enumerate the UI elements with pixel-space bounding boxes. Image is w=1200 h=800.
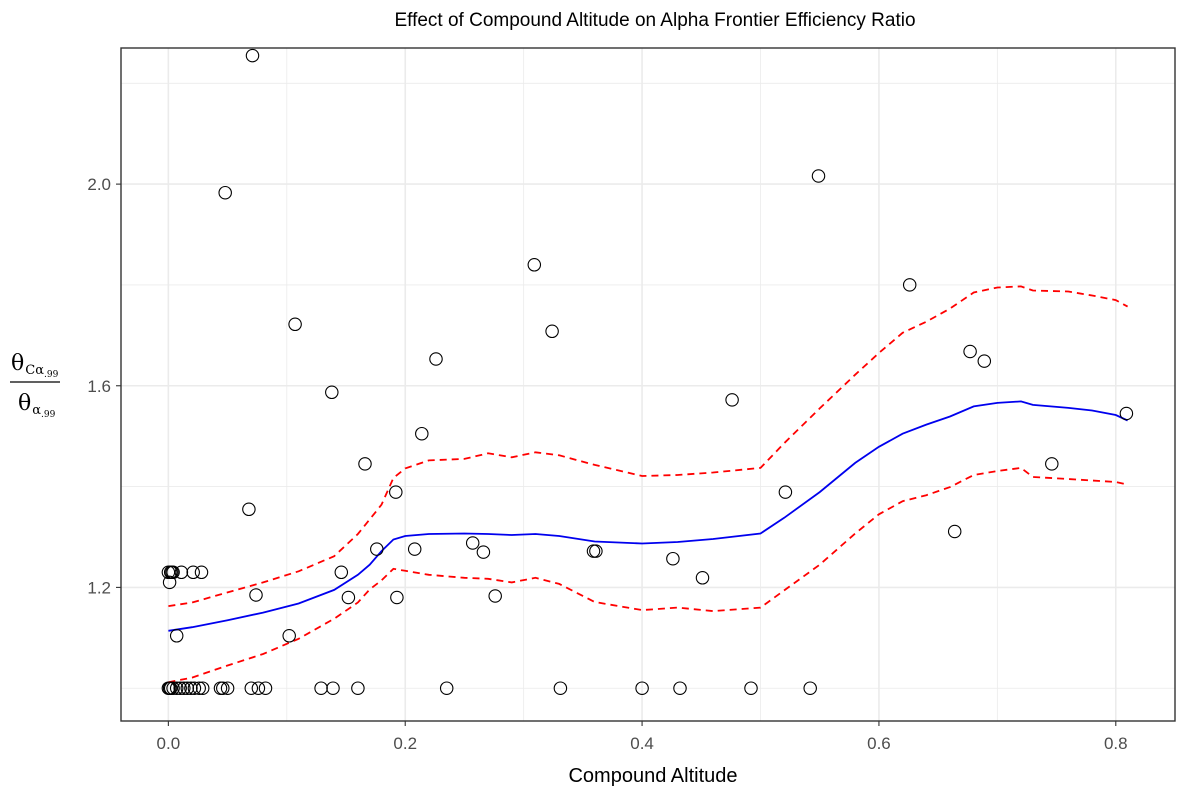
data-point-40: [488, 589, 502, 603]
data-point-63: [351, 681, 365, 695]
x-tick-label-1: 0.2: [393, 734, 417, 753]
y-label-denominator: θα.99: [18, 391, 56, 420]
data-point-20: [465, 536, 480, 550]
data-point-41: [169, 629, 184, 643]
grid-major: [121, 48, 1175, 721]
data-point-62: [326, 681, 340, 695]
data-point-58: [244, 681, 259, 695]
data-point-60: [258, 681, 273, 695]
x-axis-label: Compound Altitude: [568, 765, 737, 787]
data-point-22: [407, 542, 422, 556]
y-tick-label-1: 1.6: [87, 377, 111, 396]
data-point-25: [589, 544, 603, 558]
band-upper-line: [168, 285, 1129, 607]
data-point-54: [195, 681, 210, 695]
data-point-66: [635, 681, 649, 695]
data-point-59: [251, 681, 266, 695]
data-point-15: [1045, 457, 1059, 471]
data-point-31: [174, 565, 189, 580]
data-point-47: [169, 681, 184, 695]
x-tick-label-0: 0.0: [157, 734, 181, 753]
chart-title: Effect of Compound Altitude on Alpha Fro…: [394, 10, 915, 31]
data-point-48: [173, 681, 187, 695]
data-point-68: [744, 681, 758, 695]
data-point-18: [242, 502, 256, 517]
y-axis: 1.2 1.6 2.0: [87, 175, 121, 597]
data-point-13: [415, 426, 429, 441]
data-point-16: [389, 485, 403, 499]
data-point-37: [249, 588, 263, 602]
data-point-23: [476, 545, 491, 559]
confidence-band-upper: [168, 285, 1129, 607]
data-point-4: [902, 278, 917, 292]
y-tick-label-2: 2.0: [87, 175, 111, 194]
data-point-21: [370, 542, 384, 556]
data-point-19: [947, 524, 962, 539]
y-tick-label-0: 1.2: [87, 578, 111, 597]
data-point-7: [963, 344, 977, 359]
confidence-band-lower: [168, 466, 1128, 684]
data-point-39: [390, 590, 404, 605]
data-point-1: [218, 185, 232, 200]
scatter-points: [161, 48, 1134, 695]
data-point-42: [282, 629, 296, 643]
data-point-17: [778, 485, 793, 499]
data-point-3: [527, 258, 542, 272]
y-label-numerator: θCα.99: [11, 351, 59, 380]
data-point-12: [1119, 406, 1134, 421]
data-point-26: [666, 551, 680, 566]
data-point-46: [166, 681, 180, 695]
data-point-69: [803, 681, 817, 695]
y-axis-label: θCα.99 θα.99: [10, 351, 60, 420]
data-point-32: [186, 565, 200, 580]
data-point-0: [245, 48, 260, 63]
x-axis: 0.0 0.2 0.4 0.6 0.8: [157, 721, 1128, 753]
data-point-51: [184, 681, 198, 695]
band-lower-line: [168, 466, 1128, 684]
data-point-33: [194, 565, 209, 580]
data-point-8: [977, 354, 992, 368]
data-point-9: [429, 352, 443, 366]
data-point-64: [439, 681, 454, 695]
data-point-35: [695, 571, 710, 585]
data-point-30: [166, 565, 180, 580]
x-tick-label-3: 0.6: [867, 734, 891, 753]
fit-line: [168, 400, 1128, 632]
data-point-53: [192, 681, 206, 695]
data-point-34: [334, 565, 349, 580]
data-point-36: [162, 575, 177, 590]
data-point-5: [288, 317, 302, 332]
plot-border: [120, 47, 1176, 722]
data-point-49: [177, 681, 191, 695]
data-point-10: [325, 385, 339, 400]
data-point-11: [725, 393, 739, 407]
data-point-52: [187, 681, 202, 695]
data-point-67: [673, 681, 687, 695]
plot-panel: [121, 48, 1175, 721]
data-point-14: [358, 457, 372, 471]
data-point-57: [220, 681, 235, 695]
data-point-6: [545, 324, 559, 339]
data-point-65: [553, 681, 568, 695]
x-tick-label-4: 0.8: [1104, 734, 1128, 753]
data-point-2: [811, 169, 826, 183]
fit-line-path: [168, 400, 1128, 632]
data-point-38: [341, 590, 356, 605]
x-tick-label-2: 0.4: [630, 734, 654, 753]
data-point-56: [216, 681, 230, 695]
